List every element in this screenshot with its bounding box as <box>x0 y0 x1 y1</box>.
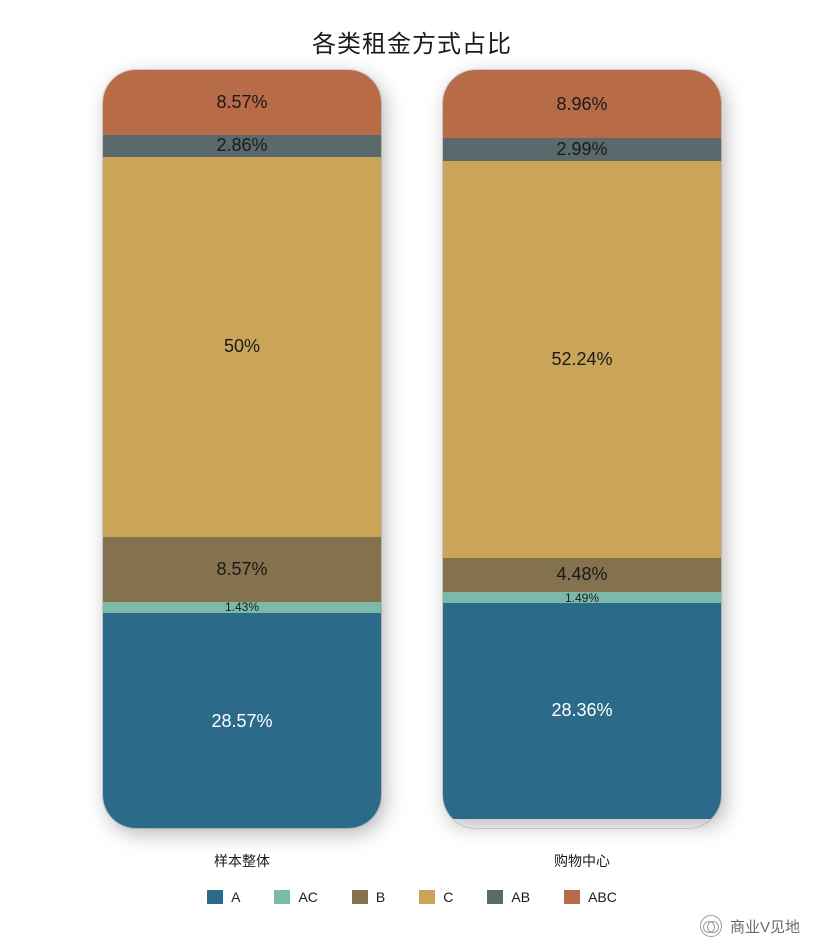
seg-1-AC: 1.49% <box>443 592 721 603</box>
seg-1-C: 52.24% <box>443 161 721 558</box>
legend-item-A: A <box>207 889 240 905</box>
swatch-B <box>352 890 368 904</box>
seg-1-ABC: 8.96% <box>443 70 721 138</box>
legend-item-ABC: ABC <box>564 889 617 905</box>
seg-1-B: 4.48% <box>443 558 721 592</box>
swatch-AB <box>487 890 503 904</box>
seg-label: 52.24% <box>551 349 612 370</box>
category-label-0: 样本整体 <box>214 851 270 871</box>
bar-1: 8.96% 2.99% 52.24% 4.48% 1.49% 28.36% <box>442 69 722 829</box>
seg-1-AB: 2.99% <box>443 138 721 161</box>
swatch-A <box>207 890 223 904</box>
bar-shadow-0: 8.57% 2.86% 50% 8.57% 1.43% 28.57% <box>102 69 382 829</box>
legend-label: AC <box>298 889 317 905</box>
seg-0-ABC: 8.57% <box>103 70 381 135</box>
seg-0-AC: 1.43% <box>103 602 381 613</box>
seg-label: 50% <box>224 336 260 357</box>
legend-item-AC: AC <box>274 889 317 905</box>
seg-label: 8.96% <box>556 94 607 115</box>
seg-label: 2.86% <box>216 135 267 156</box>
seg-0-A: 28.57% <box>103 613 381 829</box>
legend-label: A <box>231 889 240 905</box>
swatch-ABC <box>564 890 580 904</box>
seg-label: 28.57% <box>211 711 272 732</box>
legend-item-C: C <box>419 889 453 905</box>
chart-area: 8.57% 2.86% 50% 8.57% 1.43% 28.57% 样本整体 … <box>0 69 824 871</box>
wechat-icon <box>700 915 722 937</box>
legend-item-B: B <box>352 889 385 905</box>
seg-label: 4.48% <box>556 564 607 585</box>
legend-label: C <box>443 889 453 905</box>
bar-shadow-1: 8.96% 2.99% 52.24% 4.48% 1.49% 28.36% <box>442 69 722 829</box>
seg-1-A: 28.36% <box>443 603 721 819</box>
category-label-1: 购物中心 <box>554 851 610 871</box>
watermark: 商业V见地 <box>700 915 800 937</box>
seg-label: 28.36% <box>551 700 612 721</box>
legend-label: AB <box>511 889 530 905</box>
seg-0-AB: 2.86% <box>103 135 381 157</box>
legend-label: B <box>376 889 385 905</box>
bar-0: 8.57% 2.86% 50% 8.57% 1.43% 28.57% <box>102 69 382 829</box>
legend-label: ABC <box>588 889 617 905</box>
column-1: 8.96% 2.99% 52.24% 4.48% 1.49% 28.36% 购物… <box>442 69 722 871</box>
seg-label: 8.57% <box>216 559 267 580</box>
legend-item-AB: AB <box>487 889 530 905</box>
swatch-AC <box>274 890 290 904</box>
swatch-C <box>419 890 435 904</box>
seg-0-C: 50% <box>103 157 381 537</box>
seg-0-B: 8.57% <box>103 537 381 602</box>
watermark-text: 商业V见地 <box>730 916 800 937</box>
column-0: 8.57% 2.86% 50% 8.57% 1.43% 28.57% 样本整体 <box>102 69 382 871</box>
seg-label: 8.57% <box>216 92 267 113</box>
legend: A AC B C AB ABC <box>0 889 824 905</box>
seg-label: 2.99% <box>556 139 607 160</box>
chart-title: 各类租金方式占比 <box>0 0 824 69</box>
